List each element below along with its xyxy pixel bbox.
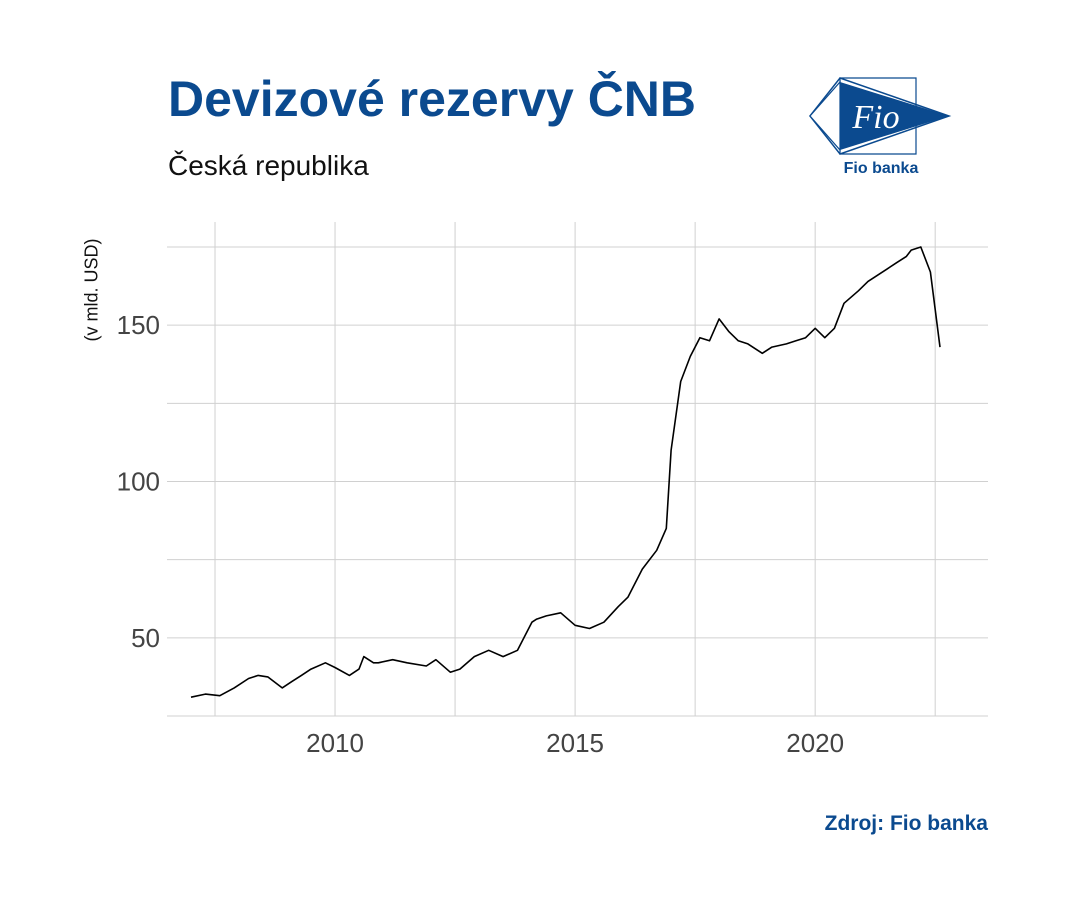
y-tick-label: 50 xyxy=(131,623,160,653)
source-note: Zdroj: Fio banka xyxy=(824,812,988,835)
x-tick-label: 2015 xyxy=(546,728,604,758)
series-line xyxy=(190,246,941,698)
chart-title: Devizové rezervy ČNB xyxy=(168,71,697,127)
y-tick-label: 100 xyxy=(117,467,160,497)
logo-caption: Fio banka xyxy=(843,160,919,177)
fio-banka-logo: Fio Fio banka xyxy=(806,72,956,184)
logo-mark-text: Fio xyxy=(851,99,899,136)
grid-lines xyxy=(167,222,988,717)
y-axis-ticks: 50 100 150 xyxy=(117,310,160,653)
x-axis-ticks: 2010 2015 2020 xyxy=(306,728,844,758)
fio-logo-mark: Fio xyxy=(809,77,952,155)
chart-subtitle: Česká republika xyxy=(168,150,369,181)
x-tick-label: 2010 xyxy=(306,728,364,758)
x-tick-label: 2020 xyxy=(786,728,844,758)
y-tick-label: 150 xyxy=(117,310,160,340)
